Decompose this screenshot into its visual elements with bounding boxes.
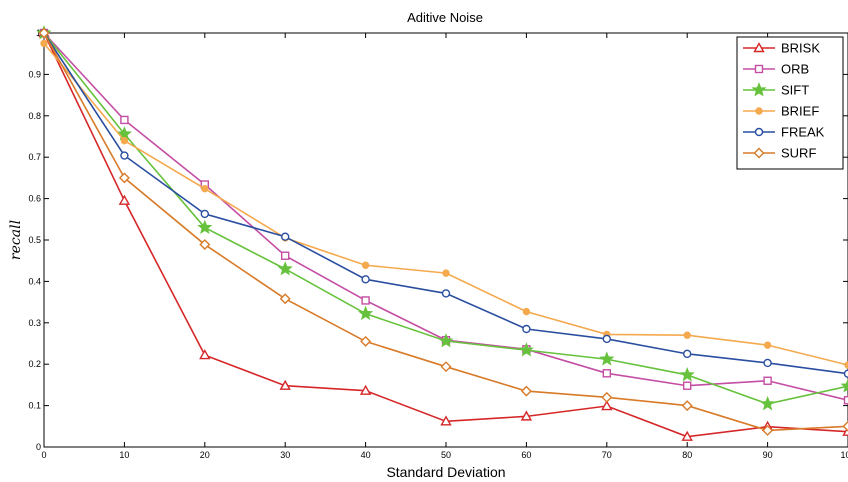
data-point-freak xyxy=(201,210,208,217)
data-point-freak xyxy=(764,359,771,366)
legend-label: SIFT xyxy=(781,83,809,98)
data-point-freak xyxy=(845,370,848,377)
legend: BRISK ORB SIFT BRIEF FREAK SURF xyxy=(737,37,843,169)
legend-label: ORB xyxy=(781,62,809,77)
chart-title: Aditive Noise xyxy=(407,10,483,25)
data-point-freak xyxy=(443,290,450,297)
x-tick-label: 90 xyxy=(763,450,773,460)
data-point-orb xyxy=(603,370,610,377)
legend-label: SURF xyxy=(781,146,816,161)
data-point-brief xyxy=(363,262,369,268)
data-point-brief xyxy=(765,342,771,348)
y-tick-label: 0.1 xyxy=(28,401,41,411)
data-point-brief xyxy=(443,270,449,276)
data-point-orb xyxy=(282,252,289,259)
y-tick-label: 0.3 xyxy=(28,318,41,328)
x-tick-label: 60 xyxy=(521,450,531,460)
data-point-freak xyxy=(684,350,691,357)
data-point-orb xyxy=(845,397,848,404)
y-tick-label: 0.6 xyxy=(28,194,41,204)
data-point-brief xyxy=(41,40,47,46)
x-tick-label: 40 xyxy=(361,450,371,460)
data-point-brief xyxy=(202,186,208,192)
data-point-orb xyxy=(362,297,369,304)
x-tick-label: 70 xyxy=(602,450,612,460)
x-tick-label: 10 xyxy=(119,450,129,460)
x-tick-label: 0 xyxy=(41,450,46,460)
legend-marker xyxy=(756,108,762,114)
data-point-freak xyxy=(362,276,369,283)
x-tick-label: 100 xyxy=(840,450,848,460)
data-point-orb xyxy=(764,377,771,384)
y-tick-label: 0 xyxy=(36,442,41,452)
y-tick-label: 0.7 xyxy=(28,152,41,162)
plot-area xyxy=(44,33,848,447)
y-tick-label: 0.2 xyxy=(28,359,41,369)
legend-label: BRIEF xyxy=(781,104,819,119)
data-point-freak xyxy=(121,152,128,159)
x-tick-label: 30 xyxy=(280,450,290,460)
data-point-freak xyxy=(523,326,530,333)
x-tick-label: 80 xyxy=(682,450,692,460)
x-tick-label: 20 xyxy=(200,450,210,460)
data-point-brief xyxy=(523,309,529,315)
x-tick-label: 50 xyxy=(441,450,451,460)
data-point-brief xyxy=(121,138,127,144)
y-axis-label: recall xyxy=(8,220,24,260)
y-tick-label: 0.8 xyxy=(28,111,41,121)
data-point-orb xyxy=(684,382,691,389)
y-tick-label: 0.5 xyxy=(28,235,41,245)
legend-label: FREAK xyxy=(781,125,825,140)
data-point-freak xyxy=(603,335,610,342)
legend-marker xyxy=(756,129,763,136)
data-point-freak xyxy=(282,233,289,240)
y-tick-label: 0.4 xyxy=(28,276,41,286)
x-axis-label: Standard Deviation xyxy=(386,464,505,480)
y-tick-label: 0.9 xyxy=(28,69,41,79)
legend-label: BRISK xyxy=(781,41,820,56)
data-point-orb xyxy=(121,116,128,123)
data-point-brief xyxy=(684,332,690,338)
legend-marker xyxy=(756,66,763,73)
